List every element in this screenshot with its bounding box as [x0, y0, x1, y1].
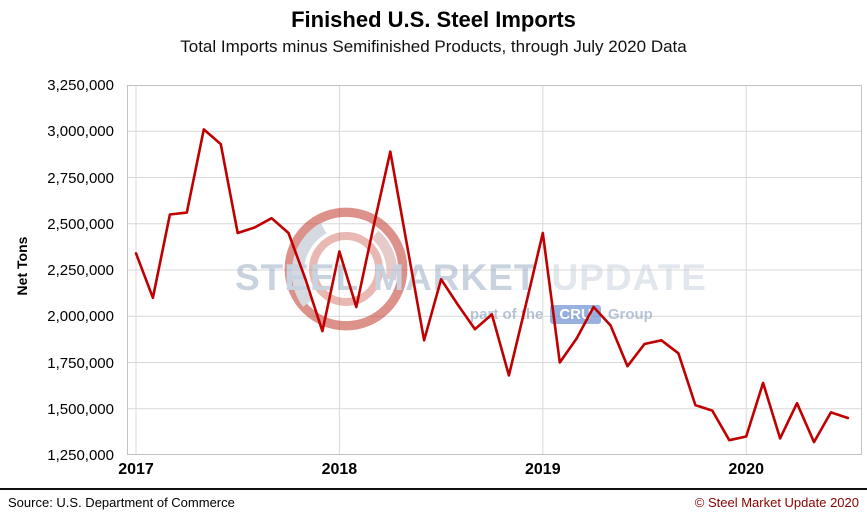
chart-title: Finished U.S. Steel Imports [291, 7, 576, 32]
y-tick-label: 3,000,000 [47, 123, 114, 141]
y-tick-label: 2,750,000 [47, 169, 114, 187]
chart-line-series [134, 128, 850, 444]
x-tick-label: 2019 [525, 461, 561, 478]
chart-subtitle: Total Imports minus Semifinished Product… [180, 37, 687, 56]
x-tick-label: 2018 [321, 461, 358, 478]
y-axis-labels: 1,250,000 1,500,000 1,750,000 2,000,000 2,25… [0, 77, 120, 464]
footer-divider [0, 488, 867, 490]
x-tick-label: 2020 [728, 461, 764, 478]
y-tick-label: 2,000,000 [47, 308, 114, 326]
y-tick-label: 1,500,000 [47, 400, 114, 418]
plot-area: STEEL MARKET UPDATE part of the CRU Group [127, 85, 862, 455]
copyright-note: © Steel Market Update 2020 [694, 495, 859, 510]
x-tick-label: 2017 [118, 461, 154, 478]
footer: Source: U.S. Department of Commerce © St… [0, 495, 867, 510]
y-tick-label: 2,500,000 [47, 215, 114, 233]
x-axis-labels: 2017 2018 2019 2020 [0, 461, 867, 483]
y-tick-label: 3,250,000 [47, 77, 114, 94]
y-tick-label: 2,250,000 [47, 262, 114, 279]
y-tick-label: 1,750,000 [47, 354, 114, 372]
source-note: Source: U.S. Department of Commerce [8, 495, 235, 510]
y-tick-label: 1,250,000 [47, 447, 114, 464]
